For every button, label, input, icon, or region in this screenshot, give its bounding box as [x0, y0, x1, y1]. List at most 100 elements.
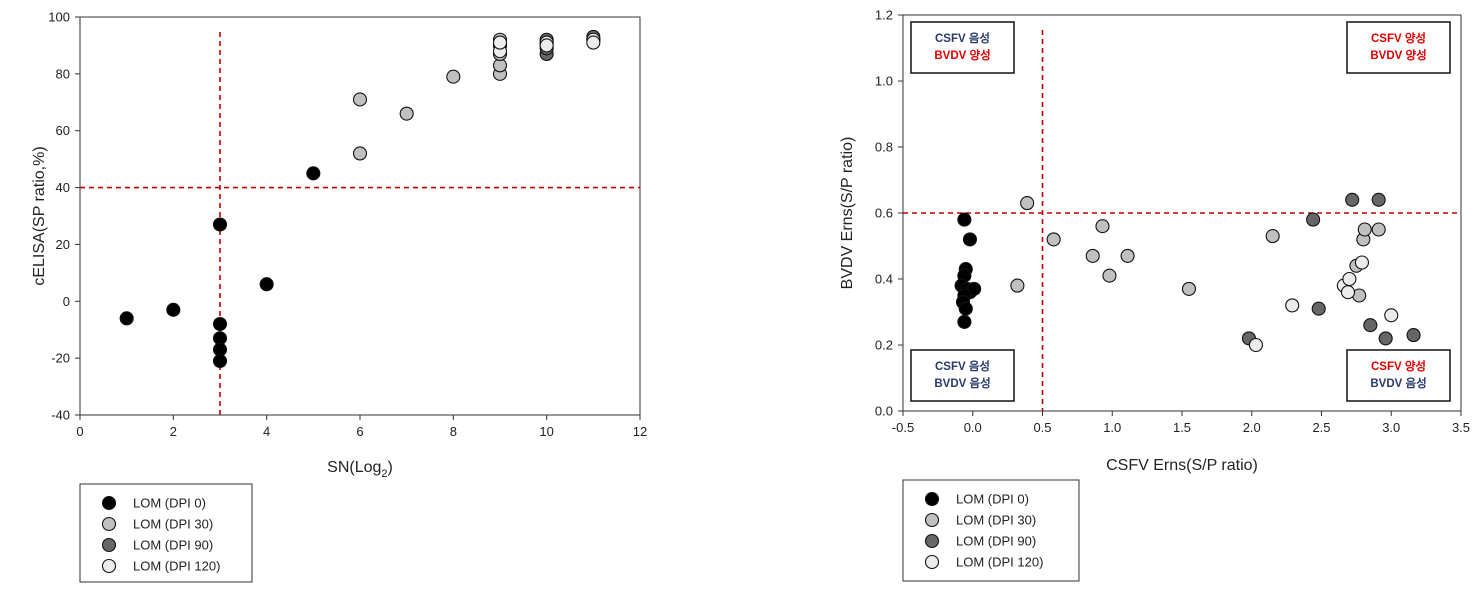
data-point — [1345, 192, 1360, 207]
legend-entry: LOM (DPI 0) — [133, 496, 206, 511]
data-point — [166, 302, 181, 317]
data-point — [1046, 232, 1061, 247]
data-point — [1265, 229, 1280, 244]
data-point — [1285, 298, 1300, 313]
data-point — [1354, 255, 1370, 270]
data-point — [1378, 331, 1393, 346]
x-tick-label: 12 — [633, 424, 647, 439]
y-tick-label: 1.0 — [875, 74, 893, 89]
quadrant-label-top-left: CSFV 음성 BVDV 양성 — [910, 21, 1015, 74]
data-point — [1363, 318, 1378, 333]
data-point — [259, 277, 274, 292]
data-point — [1342, 271, 1357, 287]
x-tick-label: -0.5 — [892, 420, 914, 435]
y-tick-label: 100 — [48, 10, 70, 25]
data-point — [1102, 268, 1117, 283]
data-point — [446, 69, 461, 84]
quadrant-label-top-right: CSFV 양성 BVDV 양성 — [1346, 21, 1451, 74]
x-tick-label: 4 — [263, 424, 270, 439]
x-tick-label: 3.5 — [1452, 420, 1470, 435]
quadrant-label-bottom-right: CSFV 양성 BVDV 음성 — [1346, 349, 1451, 402]
legend-marker — [101, 516, 117, 532]
legend: LOM (DPI 0) LOM (DPI 30) LOM (DPI 90) LOM (… — [902, 479, 1080, 582]
data-point — [1085, 248, 1100, 263]
quadrant-label-box — [1346, 21, 1451, 74]
legend-marker — [101, 537, 117, 553]
data-point — [1371, 192, 1386, 207]
quadrant-label-line2: BVDV 양성 — [934, 48, 990, 62]
y-tick-label: -20 — [51, 351, 70, 366]
data-point — [352, 146, 368, 161]
legend: LOM (DPI 0) LOM (DPI 30) LOM (DPI 90) LOM (… — [79, 483, 253, 583]
legend-marker — [924, 554, 940, 570]
series-3 — [1241, 192, 1421, 346]
y-tick-label: 40 — [56, 180, 70, 195]
x-tick-label: 0 — [76, 424, 83, 439]
x-tick-label: 10 — [539, 424, 553, 439]
x-tick-label: 8 — [450, 424, 457, 439]
x-axis-label-close: ) — [388, 459, 393, 476]
data-point — [539, 38, 554, 53]
y-axis-label: cELISA(SP ratio,%) — [31, 146, 48, 285]
y-tick-label: 0 — [63, 294, 70, 309]
data-point — [306, 166, 321, 181]
chart-1: 0 2 4 6 8 10 12-40-20020406080100SN(Log2)cELIS… — [31, 10, 647, 583]
x-tick-label: 2.0 — [1243, 420, 1261, 435]
quadrant-label-line1: CSFV 음성 — [935, 31, 990, 45]
data-point — [957, 314, 972, 329]
legend-marker — [101, 495, 117, 511]
plot-frame — [79, 16, 641, 416]
quadrant-label-line2: BVDV 음성 — [1370, 376, 1426, 390]
data-point — [1340, 285, 1356, 300]
x-tick-label: 1.0 — [1103, 420, 1121, 435]
quadrant-label-line1: CSFV 양성 — [1371, 31, 1426, 45]
legend-entry: LOM (DPI 120) — [956, 555, 1043, 570]
quadrant-label-box — [910, 21, 1015, 74]
legend-marker — [924, 533, 940, 549]
x-axis-label: SN(Log2) — [327, 459, 393, 480]
x-tick-label: 2 — [170, 424, 177, 439]
chart-2: -0.5 0.0 0.5 1.0 1.5 2.0 2.5 3.0 3.50.00.20.40.6… — [839, 8, 1470, 582]
data-point — [212, 217, 228, 232]
series-1 — [119, 166, 321, 369]
x-axis-label-text: CSFV Erns(S/P ratio) — [1106, 457, 1258, 474]
y-tick-label: 0.2 — [875, 338, 893, 353]
data-point — [352, 92, 368, 107]
series-1 — [954, 212, 982, 329]
series-4 — [492, 32, 601, 59]
x-tick-label: 6 — [356, 424, 363, 439]
y-tick-label: 0.6 — [875, 206, 893, 221]
legend-entry: LOM (DPI 90) — [956, 534, 1036, 549]
x-tick-label: 0.5 — [1033, 420, 1051, 435]
data-point — [1120, 248, 1135, 263]
y-tick-label: 0.8 — [875, 140, 893, 155]
data-point — [1010, 278, 1025, 293]
data-point — [399, 106, 414, 121]
legend-entry: LOM (DPI 120) — [133, 559, 220, 574]
x-tick-label: 1.5 — [1173, 420, 1191, 435]
data-point — [1020, 196, 1035, 211]
y-tick-label: 0.0 — [875, 404, 893, 419]
data-point — [1406, 328, 1421, 343]
data-point — [586, 35, 601, 50]
quadrant-label-line2: BVDV 양성 — [1370, 48, 1426, 62]
legend-entry: LOM (DPI 30) — [956, 513, 1036, 528]
data-point — [212, 353, 228, 369]
y-tick-label: 20 — [56, 237, 70, 252]
quadrant-label-bottom-left: CSFV 음성 BVDV 음성 — [910, 349, 1015, 402]
x-axis-label-text: SN(Log — [327, 459, 381, 476]
y-tick-label: 60 — [56, 123, 70, 138]
data-point — [958, 301, 973, 316]
legend-entry: LOM (DPI 90) — [133, 538, 213, 553]
legend-marker — [924, 512, 940, 528]
data-point — [1357, 222, 1372, 237]
data-point — [1181, 281, 1197, 296]
data-point — [492, 35, 508, 50]
x-tick-label: 2.5 — [1312, 420, 1330, 435]
y-tick-label: 0.4 — [875, 272, 893, 287]
x-tick-label: 3.0 — [1382, 420, 1400, 435]
data-point — [119, 311, 134, 326]
data-point — [1306, 212, 1321, 227]
quadrant-label-line2: BVDV 음성 — [934, 376, 990, 390]
